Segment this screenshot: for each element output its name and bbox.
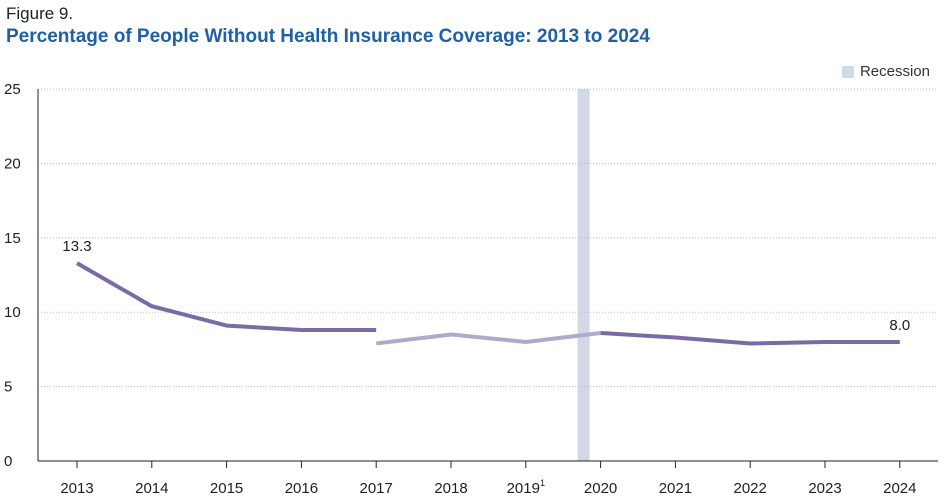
legend: Recession xyxy=(841,63,930,80)
y-tick-label: 25 xyxy=(4,81,21,98)
x-tick-label: 2017 xyxy=(360,480,393,497)
recession-legend-swatch xyxy=(841,65,854,78)
figure-label: Figure 9. xyxy=(6,4,74,23)
x-tick-label: 2024 xyxy=(883,480,916,497)
x-tick-label: 2013 xyxy=(60,480,93,497)
recession-band xyxy=(577,89,590,461)
series-line-2 xyxy=(375,331,601,346)
x-tick-label: 2021 xyxy=(659,480,692,497)
x-tick-label: 2023 xyxy=(808,480,841,497)
x-tick-label: 20191 xyxy=(507,478,545,497)
y-tick-label: 0 xyxy=(4,453,12,470)
series-line-3 xyxy=(600,331,900,346)
y-tick-label: 15 xyxy=(4,230,21,247)
y-tick-label: 20 xyxy=(4,155,21,172)
series-line-1 xyxy=(76,261,377,333)
data-label: 8.0 xyxy=(889,317,910,334)
x-tick-label: 2022 xyxy=(734,480,767,497)
x-tick-label: 2020 xyxy=(584,480,617,497)
chart-title: Percentage of People Without Health Insu… xyxy=(6,26,650,47)
x-tick-label: 2016 xyxy=(285,480,318,497)
x-tick-label: 2018 xyxy=(434,480,467,497)
y-tick-label: 10 xyxy=(4,304,21,321)
data-label: 13.3 xyxy=(62,238,91,255)
y-tick-label: 5 xyxy=(4,379,12,396)
x-tick-label: 2015 xyxy=(210,480,243,497)
recession-legend-label: Recession xyxy=(859,63,930,80)
x-tick-label: 2014 xyxy=(135,480,168,497)
